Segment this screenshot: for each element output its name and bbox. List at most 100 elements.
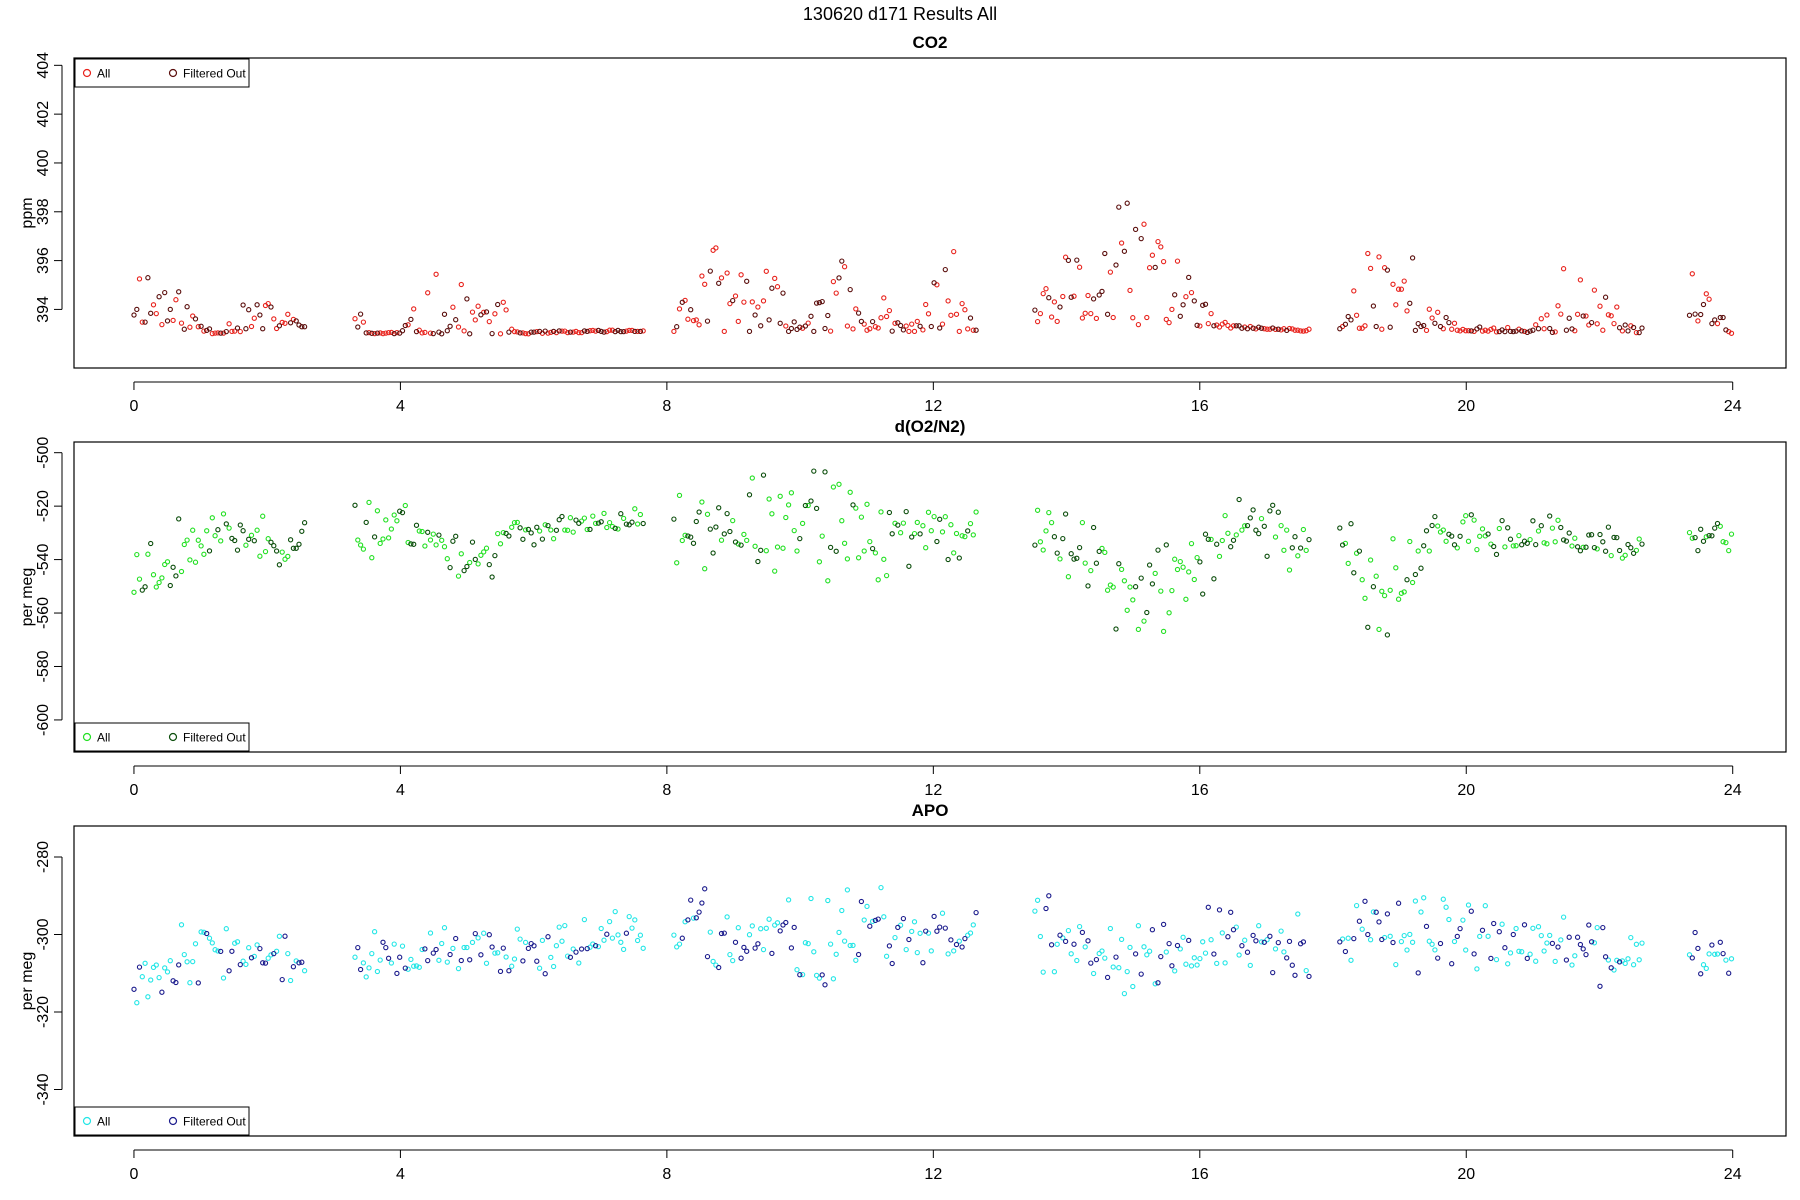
data-point xyxy=(1608,552,1614,559)
data-point xyxy=(520,536,526,542)
data-point xyxy=(629,925,635,931)
data-point xyxy=(1395,286,1402,292)
data-point xyxy=(355,324,361,330)
data-point xyxy=(1202,950,1209,956)
data-point xyxy=(693,518,699,525)
data-point xyxy=(1074,257,1080,263)
data-point xyxy=(444,959,450,965)
data-point xyxy=(1177,313,1183,319)
data-point xyxy=(271,316,277,322)
data-point xyxy=(688,534,694,540)
data-point xyxy=(875,577,881,583)
data-point xyxy=(1222,319,1228,326)
data-point xyxy=(391,941,397,947)
data-point xyxy=(1636,957,1642,963)
data-point xyxy=(755,941,761,947)
data-point xyxy=(1359,577,1365,583)
data-point xyxy=(425,290,431,296)
data-point xyxy=(534,958,540,964)
data-point xyxy=(542,971,548,977)
data-point xyxy=(500,529,506,536)
data-point xyxy=(1373,323,1379,330)
data-point xyxy=(1639,325,1645,331)
data-point xyxy=(282,320,288,326)
data-point xyxy=(1577,941,1584,948)
data-point xyxy=(1418,909,1424,915)
data-point xyxy=(819,533,825,539)
data-point xyxy=(769,950,775,957)
legend: All Filtered Out xyxy=(74,1106,250,1136)
data-point xyxy=(178,568,185,575)
data-point xyxy=(550,963,557,970)
data-point xyxy=(836,929,842,936)
data-point xyxy=(676,492,683,499)
data-point xyxy=(1558,524,1564,531)
x-tick-label: 20 xyxy=(1457,782,1475,799)
data-point xyxy=(1300,328,1307,334)
data-point xyxy=(819,972,825,978)
data-point xyxy=(1146,265,1153,271)
data-point xyxy=(1409,939,1416,945)
data-point xyxy=(237,961,243,968)
data-point xyxy=(517,525,523,531)
data-point xyxy=(1426,938,1432,944)
data-point xyxy=(413,522,420,528)
data-point xyxy=(357,311,364,317)
data-point xyxy=(1127,584,1133,590)
data-point xyxy=(917,323,923,329)
data-point xyxy=(503,307,509,313)
data-point xyxy=(1507,328,1514,335)
data-point xyxy=(1163,542,1169,548)
data-point xyxy=(1507,950,1514,956)
data-point xyxy=(839,258,845,264)
data-point xyxy=(1384,267,1391,273)
data-point xyxy=(1365,250,1371,257)
data-point xyxy=(1211,576,1217,582)
data-point xyxy=(1723,327,1729,333)
data-point xyxy=(237,522,243,528)
data-point xyxy=(248,955,255,961)
data-point xyxy=(408,316,414,323)
data-point xyxy=(1485,531,1491,537)
data-point xyxy=(1172,556,1178,562)
data-point xyxy=(744,278,750,284)
data-point xyxy=(486,561,492,568)
data-point xyxy=(1102,955,1108,961)
data-point xyxy=(598,925,604,932)
data-point xyxy=(195,537,201,543)
data-point xyxy=(674,560,680,566)
data-point xyxy=(1166,319,1172,326)
data-point xyxy=(1482,327,1488,333)
data-point xyxy=(1034,507,1041,513)
data-point xyxy=(724,510,730,517)
data-point xyxy=(679,537,685,544)
data-point xyxy=(290,964,297,970)
data-point xyxy=(1692,929,1698,936)
data-point xyxy=(967,520,974,527)
data-point xyxy=(1630,324,1637,331)
data-point xyxy=(1300,526,1307,533)
data-point xyxy=(1071,941,1077,947)
data-point xyxy=(1048,519,1055,526)
data-point xyxy=(855,951,862,958)
data-point xyxy=(198,543,204,549)
data-point xyxy=(1502,328,1508,335)
data-point xyxy=(1432,320,1438,326)
data-point xyxy=(1390,536,1396,542)
data-point xyxy=(906,563,912,569)
data-point xyxy=(150,302,157,308)
data-point xyxy=(939,529,946,535)
data-point xyxy=(562,922,568,929)
data-point xyxy=(153,310,159,317)
data-point xyxy=(1040,290,1046,297)
data-point xyxy=(699,273,705,279)
data-point xyxy=(1088,960,1094,966)
data-point xyxy=(867,923,873,929)
data-point xyxy=(425,957,431,964)
data-point xyxy=(1602,548,1609,554)
data-point xyxy=(506,968,512,974)
y-tick-label: -560 xyxy=(35,597,52,629)
data-point xyxy=(584,526,590,533)
data-point xyxy=(273,325,280,332)
data-point xyxy=(755,304,761,310)
